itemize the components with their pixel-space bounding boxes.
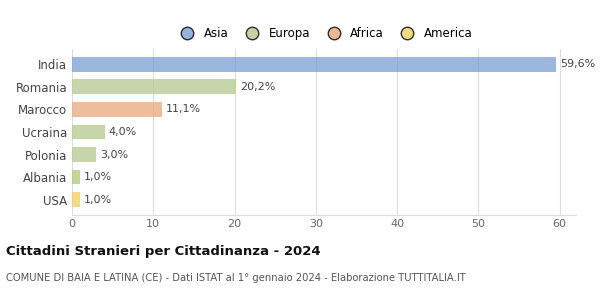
Text: 59,6%: 59,6% [560,59,596,69]
Text: 1,0%: 1,0% [84,172,112,182]
Text: Cittadini Stranieri per Cittadinanza - 2024: Cittadini Stranieri per Cittadinanza - 2… [6,245,320,258]
Text: 20,2%: 20,2% [240,82,275,92]
Bar [72,102,162,117]
Bar [72,170,80,184]
Bar [72,125,104,139]
Text: 3,0%: 3,0% [100,150,128,160]
Text: 4,0%: 4,0% [109,127,137,137]
Text: COMUNE DI BAIA E LATINA (CE) - Dati ISTAT al 1° gennaio 2024 - Elaborazione TUTT: COMUNE DI BAIA E LATINA (CE) - Dati ISTA… [6,273,466,283]
Bar [72,57,556,72]
Text: 11,1%: 11,1% [166,104,202,114]
Text: 1,0%: 1,0% [84,195,112,205]
Bar [72,79,236,94]
Bar [72,147,97,162]
Legend: Asia, Europa, Africa, America: Asia, Europa, Africa, America [170,22,478,45]
Bar [72,192,80,207]
